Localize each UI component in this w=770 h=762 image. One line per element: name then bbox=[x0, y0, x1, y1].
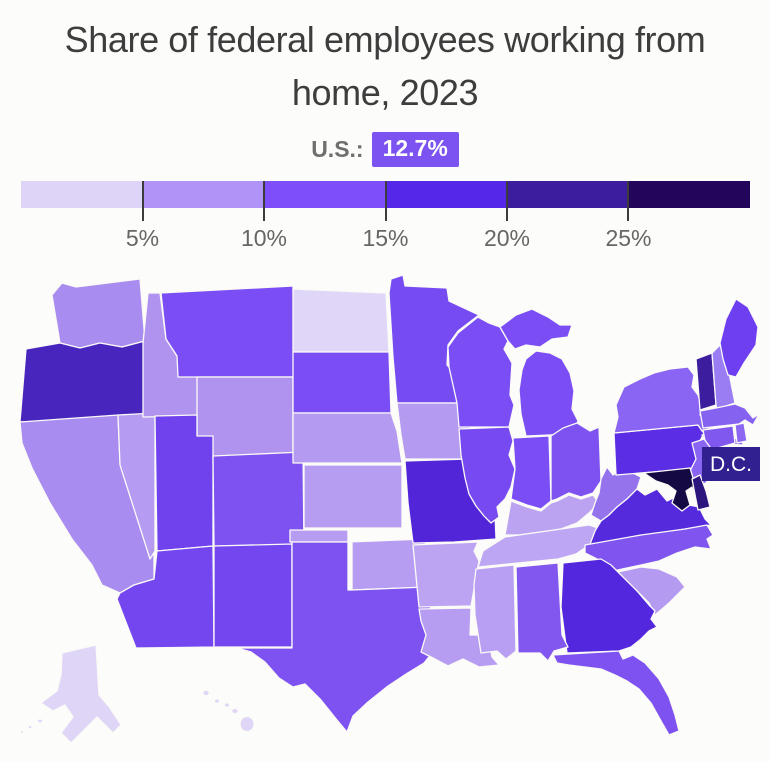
state-IN[interactable] bbox=[510, 435, 552, 510]
legend-tick bbox=[141, 180, 144, 221]
legend-segment-4 bbox=[385, 180, 507, 208]
state-KS[interactable] bbox=[303, 464, 403, 529]
legend-color-bar bbox=[21, 180, 750, 221]
state-AK-aleutians[interactable] bbox=[27, 724, 33, 730]
state-OR[interactable] bbox=[19, 340, 151, 423]
state-AK-aleutians[interactable] bbox=[19, 729, 25, 734]
us-average-row: U.S.: 12.7% bbox=[0, 132, 770, 168]
color-scale-legend: 5% 10% 15% 20% 25% bbox=[0, 180, 770, 251]
state-OH[interactable] bbox=[550, 422, 602, 502]
legend-segment-2 bbox=[142, 180, 264, 208]
state-HI[interactable] bbox=[202, 689, 210, 697]
state-NE[interactable] bbox=[292, 412, 403, 464]
us-choropleth-map: D.C. bbox=[19, 274, 760, 744]
legend-segment-1 bbox=[21, 180, 143, 208]
us-label: U.S.: bbox=[311, 136, 364, 163]
state-HI[interactable] bbox=[239, 715, 255, 732]
state-HI[interactable] bbox=[231, 707, 239, 715]
map-container: D.C. bbox=[0, 253, 770, 762]
state-AK[interactable] bbox=[40, 644, 122, 744]
state-HI[interactable] bbox=[223, 701, 231, 708]
chart-title: Share of federal employees working from … bbox=[64, 19, 706, 113]
state-AK-aleutians[interactable] bbox=[36, 718, 44, 724]
legend-tick bbox=[262, 180, 265, 221]
state-AZ[interactable] bbox=[116, 545, 215, 649]
state-AR[interactable] bbox=[412, 541, 480, 608]
legend-tick bbox=[384, 180, 387, 221]
legend-tick-label: 25% bbox=[605, 224, 652, 251]
legend-segment-3 bbox=[264, 180, 386, 208]
state-IL[interactable] bbox=[458, 426, 516, 524]
state-MS[interactable] bbox=[473, 564, 517, 660]
legend-segment-6 bbox=[628, 180, 750, 208]
dc-badge bbox=[702, 446, 760, 481]
state-ME[interactable] bbox=[719, 298, 759, 378]
state-HI[interactable] bbox=[213, 697, 221, 704]
legend-tick-label: 10% bbox=[240, 224, 288, 251]
state-LA[interactable] bbox=[418, 607, 500, 668]
us-value-badge: 12.7% bbox=[371, 132, 459, 168]
state-MA[interactable] bbox=[699, 403, 760, 429]
state-DE[interactable] bbox=[691, 474, 711, 511]
state-WI[interactable] bbox=[447, 316, 515, 428]
state-MI[interactable] bbox=[518, 350, 579, 437]
state-MI-upper[interactable] bbox=[499, 308, 573, 350]
state-AL[interactable] bbox=[515, 562, 569, 662]
state-MT[interactable] bbox=[160, 285, 295, 378]
dc-callout: D.C. bbox=[702, 446, 760, 481]
state-ND[interactable] bbox=[292, 288, 390, 353]
state-RI[interactable] bbox=[734, 422, 748, 444]
state-FL[interactable] bbox=[552, 650, 680, 736]
state-WA[interactable] bbox=[51, 278, 146, 349]
legend-tick-label: 15% bbox=[362, 224, 409, 251]
state-NM[interactable] bbox=[213, 543, 293, 648]
state-SD[interactable] bbox=[292, 351, 392, 414]
state-TN[interactable] bbox=[477, 524, 602, 568]
legend-tick-label: 20% bbox=[483, 224, 531, 251]
state-TX[interactable] bbox=[236, 541, 433, 733]
state-UT[interactable] bbox=[154, 414, 214, 552]
legend-segment-5 bbox=[507, 180, 629, 208]
dc-badge-label: D.C. bbox=[710, 453, 752, 476]
legend-tick bbox=[627, 180, 630, 221]
legend-tick bbox=[506, 180, 508, 221]
legend-tick-label: 5% bbox=[125, 224, 160, 251]
